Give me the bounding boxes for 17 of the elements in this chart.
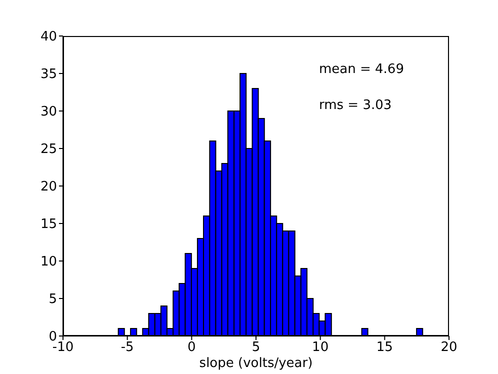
x-tick-label: 10: [312, 340, 329, 356]
annotation: rms = 3.03: [319, 98, 392, 113]
y-tick-label: 25: [40, 142, 57, 158]
x-tick-label: 5: [252, 340, 260, 356]
x-tick-label: 15: [376, 340, 393, 356]
x-tick-label: 20: [440, 340, 458, 356]
x-tick-label: 0: [188, 340, 196, 356]
y-tick-label: 10: [40, 254, 57, 270]
y-tick-label: 15: [40, 217, 57, 232]
y-tick-label: 30: [40, 104, 57, 120]
y-tick-label: 40: [40, 30, 57, 45]
annotation: mean = 4.69: [319, 62, 404, 77]
y-tick-label: 35: [40, 67, 57, 82]
y-tick-label: 5: [48, 292, 57, 308]
y-tick-label: 20: [40, 180, 57, 195]
x-axis-title: slope (volts/year): [199, 356, 313, 371]
x-tick-label: -5: [120, 340, 134, 356]
